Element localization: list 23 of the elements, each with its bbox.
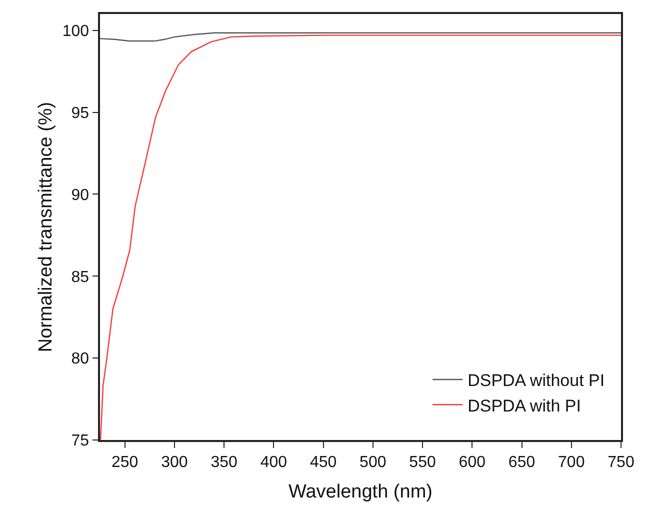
- x-tick-label: 600: [458, 454, 486, 471]
- x-tick-label: 250: [111, 454, 138, 471]
- x-axis-title: Wavelength (nm): [288, 481, 432, 502]
- x-tick-label: 750: [608, 454, 634, 471]
- y-tick-label: 100: [62, 22, 90, 40]
- y-tick-label: 75: [71, 432, 90, 450]
- y-tick-label: 95: [71, 104, 90, 122]
- legend-label: DSPDA without PI: [468, 371, 605, 390]
- y-tick-label: 85: [71, 268, 90, 286]
- line-series: [100, 32, 621, 42]
- x-tick-label: 500: [360, 454, 386, 471]
- x-tick-label: 700: [558, 454, 585, 471]
- line-series: [100, 34, 621, 440]
- y-tick-label: 80: [71, 350, 90, 368]
- legend-label: DSPDA with PI: [468, 396, 581, 416]
- x-tick-label: 350: [210, 454, 238, 471]
- y-axis-title: Normalized transmittance (%): [36, 102, 56, 352]
- x-tick-label: 300: [161, 454, 188, 471]
- y-tick-label: 90: [71, 186, 90, 204]
- x-tick-label: 650: [508, 454, 536, 471]
- x-tick-label: 450: [310, 454, 337, 471]
- x-tick-label: 400: [260, 454, 288, 471]
- x-tick-label: 550: [409, 454, 436, 471]
